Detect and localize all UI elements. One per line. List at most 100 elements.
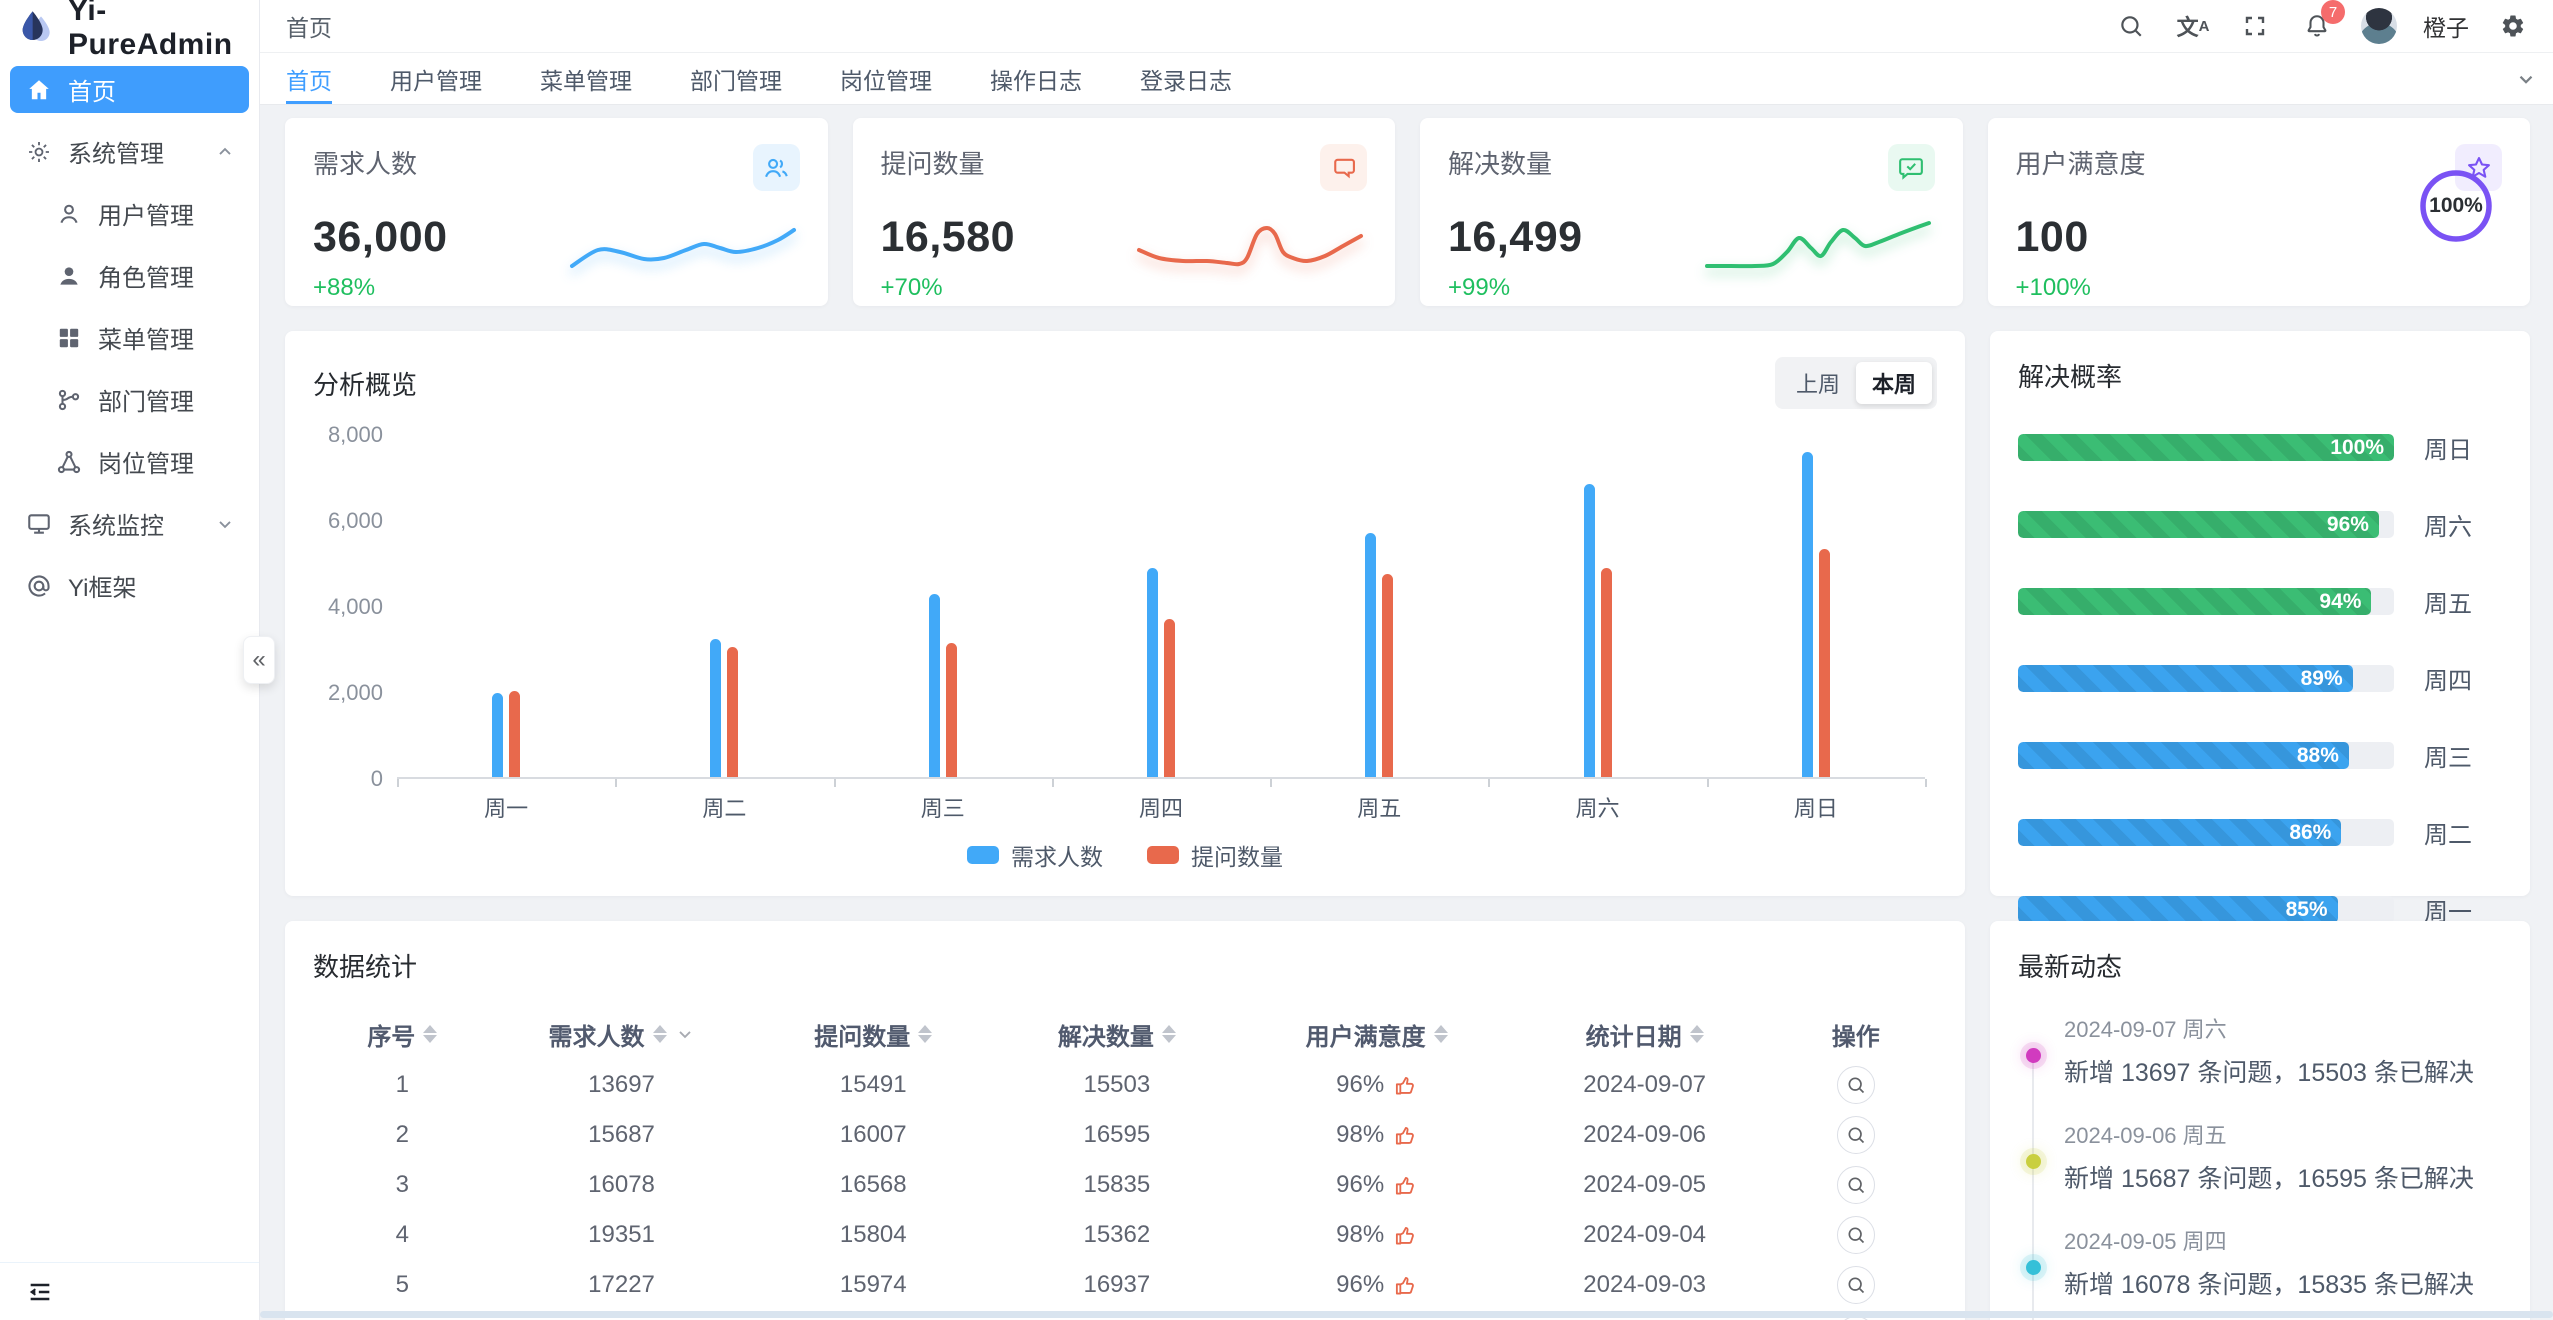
solve-rate-row-周日: 100% 周日 (2018, 430, 2502, 465)
timeline-date: 2024-09-05 周四 (2064, 1229, 2227, 1254)
sidebar-menu: 首页系统管理用户管理角色管理菜单管理部门管理岗位管理系统监控 Yi框架 (0, 56, 259, 609)
sidebar-item-系统管理[interactable]: 系统管理 (10, 128, 249, 175)
filter-chevron-icon[interactable] (675, 1024, 695, 1044)
share-icon (54, 449, 84, 475)
sidebar-item-首页[interactable]: 首页 (10, 66, 249, 113)
menu-fold-icon[interactable] (22, 1274, 58, 1310)
stat-card-value: 36,000 (313, 213, 448, 261)
sort-caret-icon[interactable] (423, 1025, 438, 1043)
timeline-dot (2026, 1260, 2041, 1275)
x-axis-tickmark (615, 779, 618, 787)
timeline-title: 最新动态 (2018, 952, 2123, 982)
x-axis-tickmark (1051, 779, 1054, 787)
horizontal-scrollbar[interactable] (260, 1311, 2553, 1318)
table-cell: 15503 (1083, 1071, 1151, 1098)
sidebar-item-label: 首页 (68, 79, 116, 106)
avatar[interactable] (2361, 8, 2397, 44)
column-header-提问数量[interactable]: 提问数量 (751, 1008, 995, 1060)
sort-caret-icon[interactable] (652, 1025, 667, 1043)
progress-percent: 88% (2296, 743, 2339, 767)
row-view-button[interactable] (1836, 1266, 1875, 1304)
row-view-button[interactable] (1836, 1116, 1875, 1154)
tab-用户管理[interactable]: 用户管理 (390, 67, 482, 94)
app-logo: Yi-PureAdmin (0, 0, 259, 61)
bar-group-周五: 周五 (1270, 435, 1488, 821)
sidebar-footer (0, 1262, 259, 1320)
row-view-button[interactable] (1836, 1216, 1875, 1254)
legend-item-提问数量[interactable]: 提问数量 (1147, 838, 1283, 872)
data-table-card: 数据统计 序号 需求人数 提问数量 解决数量 用户满意度 统计日期 操作 1 13697 1549… (285, 921, 1965, 1320)
row-view-button[interactable] (1836, 1066, 1875, 1104)
progress-percent: 86% (2289, 820, 2332, 844)
sort-caret-icon[interactable] (1161, 1025, 1176, 1043)
progress-track: 89% (2018, 665, 2394, 692)
column-header-inner: 序号 (313, 1017, 492, 1052)
progress-track: 100% (2018, 434, 2394, 461)
sidebar-item-部门管理[interactable]: 部门管理 (10, 376, 249, 423)
table-cell: 16078 (588, 1171, 655, 1198)
toggle-this-week[interactable]: 本周 (1855, 362, 1932, 404)
tabs-chevron-down-icon[interactable] (2515, 68, 2537, 90)
sidebar-item-系统监控[interactable]: 系统监控 (10, 500, 249, 547)
stat-cards-row: 需求人数 36,000 +88% 提问数量 16,580 +70% 解决数量 16,499… (285, 118, 2530, 306)
sidebar-item-用户管理[interactable]: 用户管理 (10, 190, 249, 237)
x-axis-label: 周六 (1575, 796, 1620, 821)
app-title: Yi-PureAdmin (68, 0, 233, 61)
sort-caret-icon[interactable] (1689, 1025, 1704, 1043)
bell-icon[interactable]: 7 (2299, 0, 2345, 44)
solve-rate-card: 解决概率 100% 周日 96% 周六 94% 周五 89% 周四 88% 周三 86% 周二 85% 周… (1990, 331, 2530, 926)
stat-card-需求人数: 需求人数 36,000 +88% (285, 118, 828, 306)
column-header-序号[interactable]: 序号 (313, 1008, 492, 1060)
sidebar-item-Yi框架[interactable]: Yi框架 (10, 562, 249, 609)
column-header-inner: 用户满意度 (1239, 1017, 1515, 1052)
sidebar-item-菜单管理[interactable]: 菜单管理 (10, 314, 249, 361)
tab-bar: 首页 用户管理 菜单管理 部门管理 岗位管理 操作日志 登录日志 (260, 53, 2553, 105)
sidebar-item-岗位管理[interactable]: 岗位管理 (10, 438, 249, 485)
timeline-text: 新增 15687 条问题，16595 条已解决 (2064, 1165, 2474, 1193)
table-row: 2 15687 16007 16595 98% 2024-09-06 (313, 1110, 1937, 1160)
users-icon (752, 144, 800, 191)
breadcrumb[interactable]: 首页 (286, 15, 332, 41)
username[interactable]: 橙子 (2423, 15, 2469, 41)
row-view-button[interactable] (1836, 1166, 1875, 1204)
table-row: 4 19351 15804 15362 98% 2024-09-04 (313, 1210, 1937, 1260)
stat-card-header: 解决数量 (1448, 144, 1935, 191)
table-cell: 2024-09-03 (1583, 1271, 1707, 1298)
column-header-用户满意度[interactable]: 用户满意度 (1239, 1008, 1515, 1060)
table-cell: 96% (1239, 1260, 1515, 1310)
tab-菜单管理[interactable]: 菜单管理 (540, 67, 632, 94)
sidebar-collapse-button[interactable]: « (243, 636, 275, 684)
y-axis-tick: 2,000 (327, 680, 383, 705)
search-icon[interactable] (2113, 8, 2149, 44)
column-header-需求人数[interactable]: 需求人数 (492, 1008, 752, 1060)
timeline-connector (2032, 1052, 2034, 1320)
bottom-row: 数据统计 序号 需求人数 提问数量 解决数量 用户满意度 统计日期 操作 1 13697 1549… (285, 921, 2530, 1320)
tab-部门管理[interactable]: 部门管理 (690, 67, 782, 94)
data-table-title: 数据统计 (313, 952, 418, 982)
sort-caret-icon[interactable] (1433, 1025, 1448, 1043)
legend-item-需求人数[interactable]: 需求人数 (967, 838, 1103, 872)
tab-操作日志[interactable]: 操作日志 (990, 67, 1082, 94)
table-cell-actions (1775, 1210, 1937, 1260)
sidebar-item-角色管理[interactable]: 角色管理 (10, 252, 249, 299)
solve-rate-row-周六: 96% 周六 (2018, 507, 2502, 542)
tab-首页[interactable]: 首页 (286, 53, 332, 104)
stat-card-title: 需求人数 (313, 149, 418, 179)
toggle-last-week[interactable]: 上周 (1780, 362, 1856, 404)
column-header-label: 统计日期 (1585, 1023, 1682, 1051)
progress-fill: 96% (2018, 511, 2379, 538)
bar-提问数量 (509, 690, 521, 779)
fullscreen-icon[interactable] (2237, 8, 2273, 44)
timeline-dot (2026, 1154, 2041, 1169)
tab-登录日志[interactable]: 登录日志 (1140, 67, 1232, 94)
sort-caret-icon[interactable] (918, 1025, 933, 1043)
column-header-解决数量[interactable]: 解决数量 (995, 1008, 1239, 1060)
settings-gear-icon[interactable] (2495, 8, 2531, 44)
column-header-统计日期[interactable]: 统计日期 (1515, 1008, 1775, 1060)
tab-岗位管理[interactable]: 岗位管理 (840, 67, 932, 94)
bar-提问数量 (945, 642, 957, 779)
stat-card-delta: +99% (1448, 274, 1511, 301)
satisfaction-value: 96% (1336, 1071, 1385, 1098)
